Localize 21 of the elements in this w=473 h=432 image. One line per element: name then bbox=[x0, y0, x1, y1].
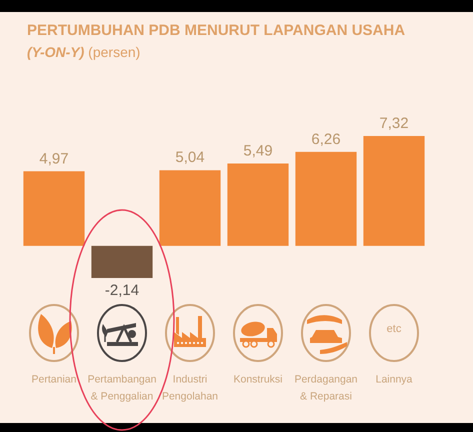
bar bbox=[159, 170, 221, 246]
data-label: -2,14 bbox=[104, 282, 140, 299]
data-label: 5,49 bbox=[243, 142, 273, 160]
bar bbox=[91, 246, 153, 278]
x-tick-label: Perdagangan & Reparasi bbox=[294, 374, 358, 402]
x-tick-label: Lainnya bbox=[376, 374, 413, 386]
x-tick-label: Pertambangan & Penggalian bbox=[88, 374, 157, 402]
bar bbox=[363, 136, 425, 246]
bar bbox=[295, 152, 357, 246]
text: etc bbox=[386, 323, 402, 335]
bar bbox=[227, 163, 289, 246]
x-tick-label: Konstruksi bbox=[233, 374, 283, 386]
data-label: 7,32 bbox=[379, 115, 409, 132]
data-label: 4,97 bbox=[39, 150, 69, 168]
data-label: 5,04 bbox=[175, 149, 205, 166]
data-label: 6,26 bbox=[311, 130, 341, 148]
chart-title: PERTUMBUHAN PDB MENURUT LAPANGAN USAHA bbox=[27, 22, 406, 40]
bar bbox=[23, 171, 85, 246]
x-tick-label: Industri Pengolahan bbox=[162, 374, 218, 402]
x-tick-label: Pertanian bbox=[32, 374, 77, 386]
chart-subtitle: (Y-ON-Y) (persen) bbox=[27, 44, 140, 61]
